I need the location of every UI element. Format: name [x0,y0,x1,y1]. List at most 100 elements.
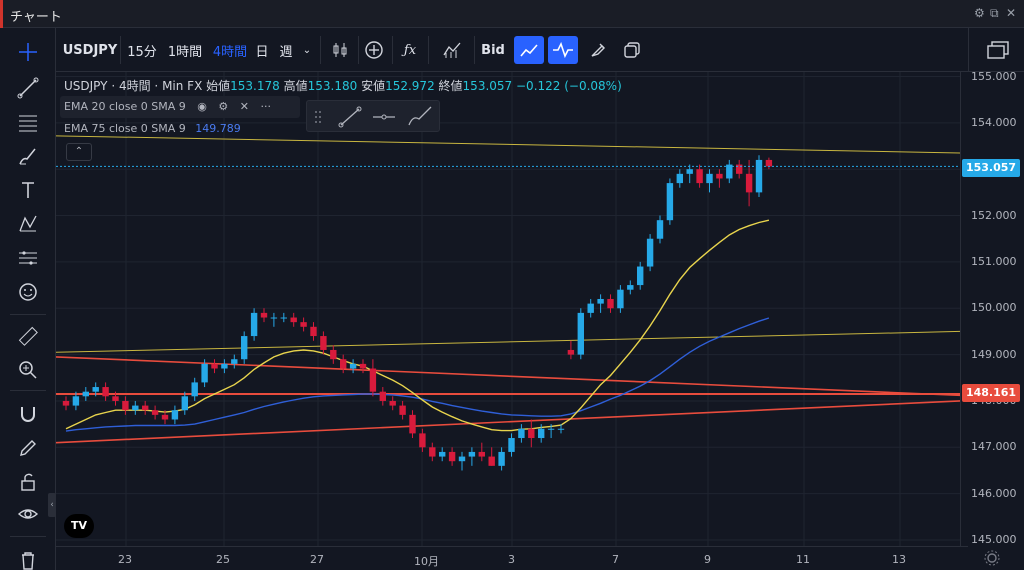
interval-1h[interactable]: 1時間 [167,44,203,60]
indicator-templates-icon[interactable] [440,38,464,62]
axis-settings-icon[interactable] [984,550,1000,566]
layout-toggle[interactable] [968,28,1024,72]
price-chart[interactable] [56,72,968,546]
candle-body [379,391,386,401]
time-tick: 10月 [414,555,439,568]
horizontal-line-price-tag: 148.161 [962,384,1020,402]
candle-body [270,317,278,319]
candle [241,331,248,364]
candle-body [221,363,228,369]
time-tick: 13 [892,553,906,566]
candle-body [102,387,109,397]
compare-plus-icon[interactable] [362,38,386,62]
collapse-toolbar-button[interactable]: ‹ [48,493,56,517]
candle [448,447,456,466]
time-axis[interactable]: 23 25 27 10月 3 7 9 11 13 [56,546,968,570]
replay-pulse-icon[interactable] [548,36,578,64]
price-tick: 154.000 [971,115,1017,129]
gear-icon[interactable]: ⚙ [218,100,229,113]
unlock-icon[interactable] [14,468,42,496]
candle-body [290,317,297,323]
resistance-trendline [56,356,961,397]
lock-drawing-pencil-icon[interactable] [14,434,42,462]
candle-body [458,456,466,462]
emoji-icon[interactable] [14,278,42,306]
brush-icon[interactable] [14,142,42,170]
candle-body [330,349,337,360]
trash-icon[interactable] [14,546,42,570]
candle [716,169,723,188]
brush-tool-icon[interactable] [586,38,610,62]
indicator-hover-box [60,96,300,118]
chevron-down-icon[interactable]: ⌄ [302,44,312,56]
price-axis[interactable]: 155.000154.000153.000152.000151.000150.0… [960,69,1024,546]
candle-body [359,363,367,369]
candle [726,159,733,184]
close-icon[interactable]: ✕ [239,100,249,113]
candle-body [567,349,575,355]
close-label: 終値 [438,79,463,93]
candle-body [419,433,426,448]
interval-week[interactable]: 週 [279,44,293,60]
ema20-line [65,219,770,432]
pattern-icon[interactable] [14,210,42,238]
toolbar-divider [120,36,121,64]
interval-4h[interactable]: 4時間 [212,44,248,60]
candle [577,308,584,360]
popout-icon[interactable]: ⧉ [990,6,999,20]
candle-body [726,164,733,179]
candle-style-icon[interactable] [328,38,352,62]
candle [745,159,753,207]
interval-day[interactable]: 日 [255,44,269,60]
candle [389,396,396,411]
open-label: 始値 [206,79,231,93]
fib-retracement-icon[interactable] [14,108,42,136]
indicators-fx-icon[interactable]: ƒx [403,42,417,58]
indicator-ema75[interactable]: EMA 75 close 0 SMA 9 149.789 [64,122,241,135]
candle [112,391,119,406]
eye-icon[interactable]: ◉ [197,100,207,113]
interval-15m[interactable]: 15分 [127,44,157,60]
legend-interval: 4時間 [118,79,151,93]
zoom-in-icon[interactable] [14,356,42,384]
candle-body [250,312,258,337]
indicator-ema20[interactable]: EMA 20 close 0 SMA 9 ◉ ⚙ ✕ ··· [64,100,271,113]
settings-icon[interactable]: ⚙ [974,6,985,20]
drawing-lines [56,135,961,444]
indicator-ema75-value: 149.789 [195,122,241,135]
candle-body [656,220,664,239]
candle [547,424,555,439]
more-icon[interactable]: ··· [260,100,271,113]
price-tick: 155.000 [971,69,1017,83]
price-tick: 146.000 [971,486,1017,500]
crosshair-icon[interactable] [14,38,42,66]
eye-icon[interactable] [14,500,42,528]
forecast-icon[interactable] [14,244,42,272]
top-toolbar: USDJPY 15分 1時間 4時間 日 週 ⌄ ƒx Bid [56,28,968,72]
ruler-icon[interactable] [14,322,42,350]
trendline-icon[interactable] [14,74,42,102]
bid-button[interactable]: Bid [481,42,505,58]
window-layout-icon[interactable] [987,40,1011,60]
candle-body [260,312,268,318]
candle [92,382,99,397]
candle-body [646,238,654,267]
symbol-search-button[interactable]: USDJPY [62,42,118,58]
candle [617,285,624,313]
candle-body [577,312,584,355]
candle [270,312,278,327]
candle-body [745,173,753,193]
close-icon[interactable]: ✕ [1006,6,1017,20]
candle [468,447,476,466]
text-icon[interactable] [14,176,42,204]
candle-body [181,396,188,411]
candle-body [627,285,634,290]
magnet-icon[interactable] [14,400,42,428]
candle [676,169,683,188]
layout-copy-icon[interactable] [620,38,644,62]
high-label: 高値 [283,79,308,93]
candle [340,354,347,374]
collapse-legend-button[interactable]: ⌃ [66,143,92,161]
chart-trading-icon[interactable] [514,36,544,64]
floating-drawing-toolbar [306,100,440,132]
